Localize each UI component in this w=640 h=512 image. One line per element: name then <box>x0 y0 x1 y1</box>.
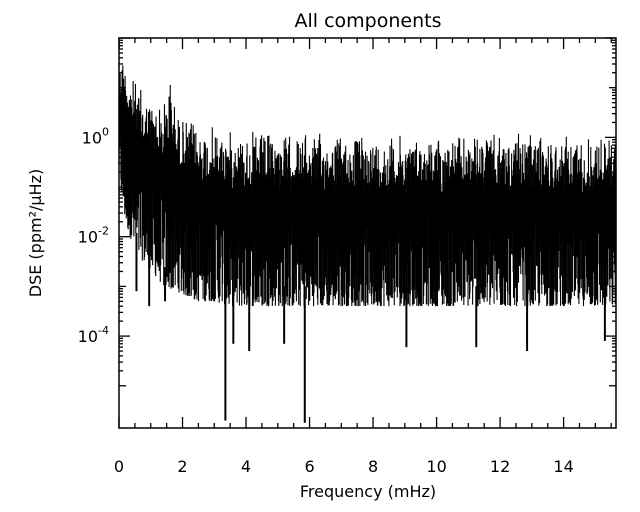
x-tick-label-6: 12 <box>490 457 510 476</box>
spectrum-line <box>118 65 617 307</box>
axis-ticks <box>118 37 616 428</box>
plot-frame <box>118 37 617 429</box>
x-tick-label-3: 6 <box>304 457 314 476</box>
x-tick-label-7: 14 <box>553 457 573 476</box>
y-tick-label-2: 10-4 <box>78 324 109 346</box>
x-tick-label-4: 8 <box>368 457 378 476</box>
x-tick-label-0: 0 <box>114 457 124 476</box>
chart-title: All components <box>295 10 442 32</box>
spectrum-series <box>118 65 617 423</box>
y-axis-title: DSE (ppm²/μHz) <box>26 169 45 297</box>
x-tick-label-1: 2 <box>177 457 187 476</box>
y-tick-labels: 100 10-2 10-4 <box>78 125 109 346</box>
x-tick-labels: 0 2 4 6 8 10 12 14 <box>114 457 574 476</box>
x-axis-title: Frequency (mHz) <box>300 482 436 501</box>
y-tick-label-1: 10-2 <box>78 225 109 247</box>
x-tick-label-5: 10 <box>426 457 446 476</box>
x-tick-label-2: 4 <box>241 457 251 476</box>
y-tick-label-0: 100 <box>82 125 109 147</box>
